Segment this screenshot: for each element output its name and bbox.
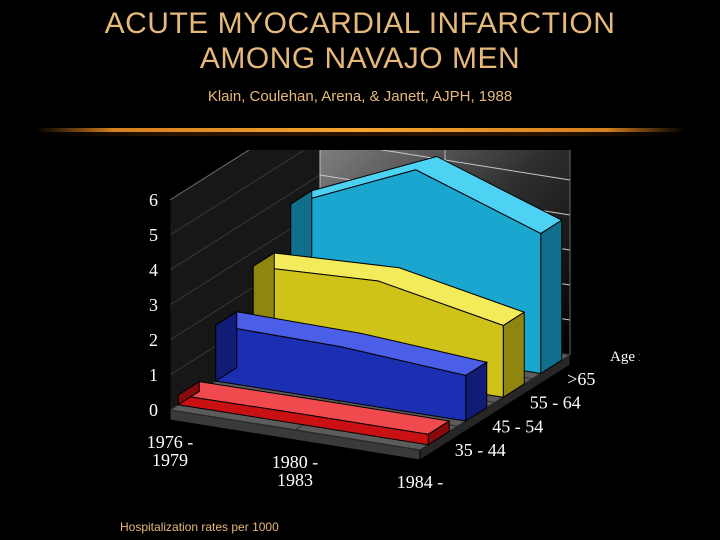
z-tick-label: 45 - 54 — [492, 416, 543, 436]
z-tick-label: >65 — [567, 369, 595, 389]
z-axis-caption: Age in years — [610, 349, 640, 365]
chart-svg: 0 1 2 3 4 5 6 1976 -1979 1980 -1983 1984 -1986 35 … — [80, 150, 640, 490]
series-side->65 — [541, 220, 562, 373]
svg-text:2: 2 — [149, 330, 158, 350]
chart-3d-area: 0 1 2 3 4 5 6 1976 -1979 1980 -1983 1984 -1986 35 … — [80, 150, 640, 490]
slide-title: ACUTE MYOCARDIAL INFARCTION AMONG NAVAJO… — [0, 6, 720, 77]
svg-text:1: 1 — [149, 365, 158, 385]
title-line-2: AMONG NAVAJO MEN — [200, 42, 520, 75]
slide-root: ACUTE MYOCARDIAL INFARCTION AMONG NAVAJO… — [0, 0, 720, 540]
title-line-1: ACUTE MYOCARDIAL INFARCTION — [105, 7, 616, 40]
x-tick-label: 1980 -1983 — [272, 452, 319, 490]
x-tick-label: 1976 -1979 — [147, 432, 194, 470]
footnote: Hospitalization rates per 1000 — [120, 520, 279, 534]
svg-text:3: 3 — [149, 295, 158, 315]
divider-rule — [36, 128, 684, 132]
slide-subtitle: Klain, Coulehan, Arena, & Janett, AJPH, … — [0, 88, 720, 105]
series-side-55 - 64 — [503, 312, 524, 397]
z-tick-label: 35 - 44 — [455, 440, 506, 460]
divider-shadow — [36, 132, 684, 136]
svg-text:6: 6 — [149, 190, 158, 210]
svg-text:0: 0 — [149, 400, 158, 420]
x-tick-label: 1984 -1986 — [397, 472, 444, 490]
svg-text:5: 5 — [149, 225, 158, 245]
svg-text:4: 4 — [149, 260, 158, 280]
z-tick-label: 55 - 64 — [530, 393, 581, 413]
